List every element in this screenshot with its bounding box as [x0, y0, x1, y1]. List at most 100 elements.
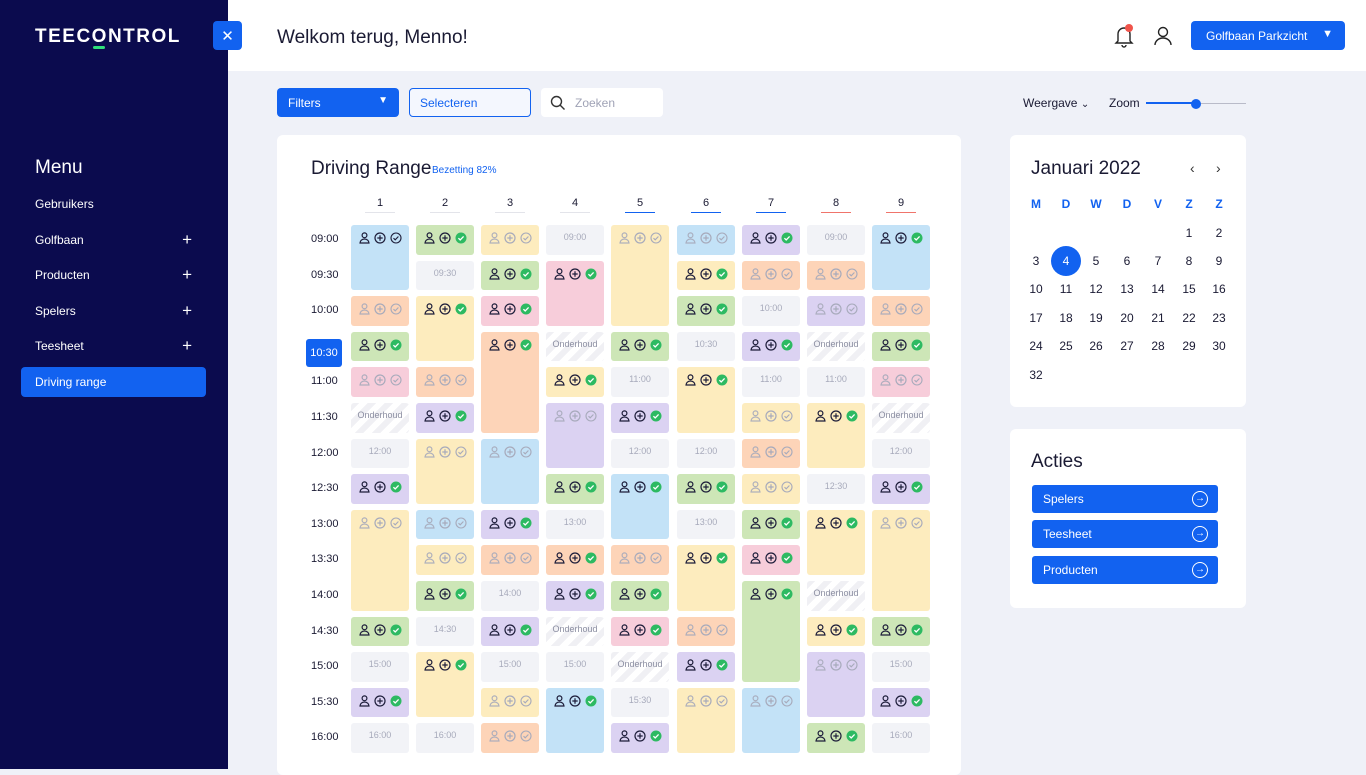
check-outline-icon[interactable] [910, 374, 923, 387]
check-circle-icon[interactable] [455, 410, 467, 423]
booking-slot[interactable] [481, 296, 539, 326]
add-circle-icon[interactable] [438, 517, 451, 530]
add-circle-icon[interactable] [438, 552, 451, 565]
check-circle-icon[interactable] [716, 659, 728, 672]
booking-slot[interactable] [351, 331, 409, 362]
empty-slot[interactable]: 10:00 [742, 296, 800, 326]
add-circle-icon[interactable] [373, 303, 386, 316]
add-circle-icon[interactable] [568, 410, 581, 423]
add-circle-icon[interactable] [894, 374, 907, 387]
check-circle-icon[interactable] [585, 588, 597, 601]
plus-icon[interactable]: + [182, 336, 192, 355]
booking-slot[interactable] [416, 545, 474, 575]
calendar-day[interactable]: 32 [1029, 368, 1043, 382]
check-circle-icon[interactable] [390, 339, 402, 352]
check-outline-icon[interactable] [910, 303, 923, 316]
add-circle-icon[interactable] [503, 339, 516, 352]
empty-slot[interactable]: 16:00 [872, 723, 930, 753]
calendar-day[interactable]: 12 [1089, 282, 1103, 296]
check-outline-icon[interactable] [780, 410, 793, 423]
booking-slot[interactable] [611, 403, 669, 433]
add-circle-icon[interactable] [699, 232, 712, 245]
check-outline-icon[interactable] [649, 232, 662, 245]
booking-slot[interactable] [611, 225, 669, 326]
empty-slot[interactable]: 16:00 [351, 723, 409, 753]
check-outline-icon[interactable] [389, 232, 402, 245]
add-circle-icon[interactable] [829, 410, 842, 423]
check-outline-icon[interactable] [519, 232, 532, 245]
booking-slot[interactable] [742, 581, 800, 682]
calendar-day[interactable]: 15 [1182, 282, 1196, 296]
calendar-day[interactable]: 10 [1029, 282, 1043, 296]
add-circle-icon[interactable] [633, 623, 646, 637]
add-circle-icon[interactable] [829, 267, 842, 281]
booking-slot[interactable] [742, 260, 800, 291]
add-circle-icon[interactable] [764, 695, 777, 708]
add-circle-icon[interactable] [764, 481, 777, 494]
check-outline-icon[interactable] [519, 552, 532, 565]
select-button[interactable]: Selecteren [409, 88, 531, 117]
booking-slot[interactable] [677, 652, 735, 682]
booking-slot[interactable] [416, 652, 474, 718]
check-outline-icon[interactable] [845, 659, 858, 672]
check-outline-icon[interactable] [910, 517, 923, 530]
maintenance-slot[interactable]: Onderhoud [546, 331, 604, 362]
calendar-day[interactable]: 17 [1029, 311, 1043, 325]
check-circle-icon[interactable] [520, 303, 532, 316]
booking-slot[interactable] [807, 403, 865, 469]
check-outline-icon[interactable] [454, 374, 467, 387]
plus-icon[interactable]: + [182, 265, 192, 284]
check-circle-icon[interactable] [650, 730, 662, 743]
add-circle-icon[interactable] [503, 517, 516, 530]
booking-slot[interactable] [807, 260, 865, 291]
calendar-day[interactable]: 24 [1029, 339, 1043, 353]
check-circle-icon[interactable] [781, 588, 793, 601]
booking-slot[interactable] [546, 581, 604, 611]
booking-slot[interactable] [546, 545, 604, 575]
add-circle-icon[interactable] [699, 303, 712, 316]
sidebar-item-driving-range[interactable]: Driving range [21, 367, 206, 397]
check-circle-icon[interactable] [650, 588, 662, 601]
close-sidebar-button[interactable]: ✕ [213, 21, 242, 50]
add-circle-icon[interactable] [373, 481, 386, 494]
check-circle-icon[interactable] [520, 339, 532, 352]
booking-slot[interactable] [872, 225, 930, 291]
add-circle-icon[interactable] [894, 517, 907, 530]
check-circle-icon[interactable] [911, 624, 923, 637]
calendar-day[interactable]: 6 [1123, 254, 1131, 268]
calendar-day[interactable]: 20 [1120, 311, 1134, 325]
booking-slot[interactable] [872, 474, 930, 504]
calendar-day[interactable]: 29 [1182, 339, 1196, 353]
check-outline-icon[interactable] [845, 303, 858, 316]
add-circle-icon[interactable] [764, 267, 777, 281]
booking-slot[interactable] [416, 225, 474, 255]
booking-slot[interactable] [677, 545, 735, 611]
sidebar-item-teesheet[interactable]: Teesheet + [21, 331, 206, 361]
add-circle-icon[interactable] [503, 232, 516, 245]
add-circle-icon[interactable] [568, 552, 581, 565]
booking-slot[interactable] [481, 616, 539, 647]
booking-slot[interactable] [481, 723, 539, 753]
check-circle-icon[interactable] [846, 517, 858, 530]
empty-slot[interactable]: 09:30 [416, 260, 474, 291]
booking-slot[interactable] [546, 367, 604, 397]
check-outline-icon[interactable] [584, 410, 597, 423]
booking-slot[interactable] [351, 367, 409, 397]
add-circle-icon[interactable] [764, 517, 777, 530]
booking-slot[interactable] [351, 474, 409, 504]
booking-slot[interactable] [872, 331, 930, 362]
maintenance-slot[interactable]: Onderhoud [872, 403, 930, 433]
check-circle-icon[interactable] [585, 374, 597, 387]
booking-slot[interactable] [481, 225, 539, 255]
calendar-day[interactable]: 1 [1185, 226, 1193, 240]
calendar-day[interactable]: 16 [1212, 282, 1226, 296]
check-outline-icon[interactable] [715, 232, 728, 245]
booking-slot[interactable] [351, 616, 409, 647]
add-circle-icon[interactable] [829, 303, 842, 316]
booking-slot[interactable] [351, 296, 409, 326]
check-circle-icon[interactable] [650, 410, 662, 423]
calendar-day[interactable]: 8 [1185, 254, 1193, 268]
empty-slot[interactable]: 11:00 [742, 367, 800, 397]
add-circle-icon[interactable] [373, 623, 386, 637]
add-circle-icon[interactable] [568, 481, 581, 494]
